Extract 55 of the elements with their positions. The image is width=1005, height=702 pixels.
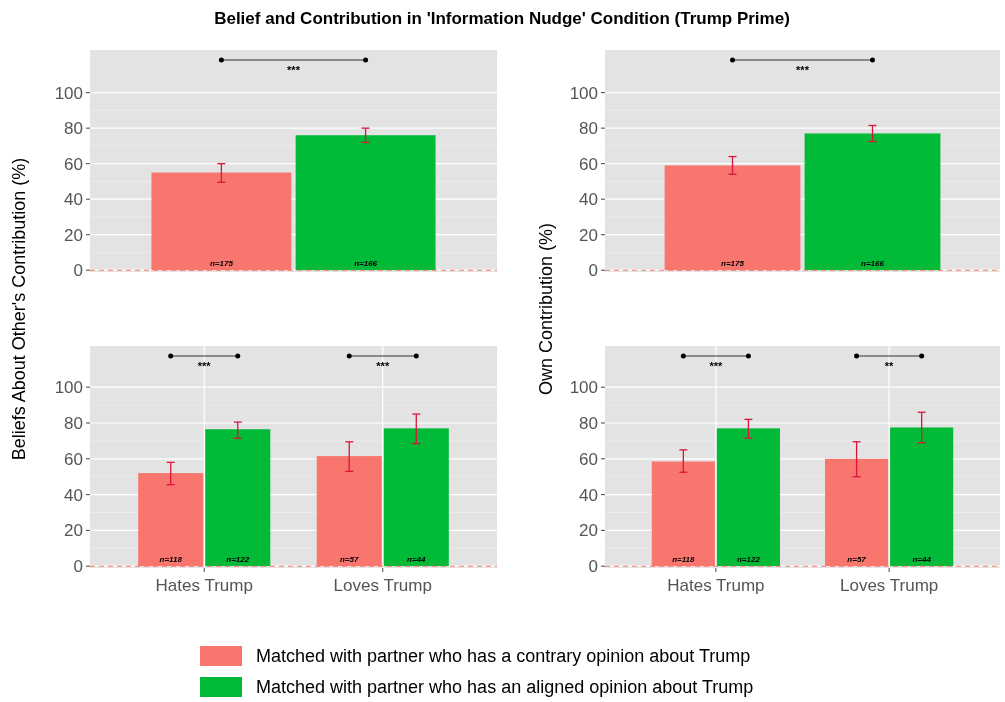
annotation: *** xyxy=(709,360,724,372)
annotation: n=57 xyxy=(847,555,867,565)
y-tick-label: 100 xyxy=(54,83,83,103)
y-axis-title: Own Contribution (%) xyxy=(536,222,556,396)
y-tick-label: 80 xyxy=(64,413,83,433)
annotation: n=175 xyxy=(209,259,234,269)
y-tick-label: 60 xyxy=(579,154,598,174)
legend-label: Matched with partner who has a contrary opinion about Trump xyxy=(256,646,751,667)
x-tick-label: Loves Trump xyxy=(839,576,939,595)
y-tick-label: 100 xyxy=(569,378,598,398)
y-axis-title: Beliefs About Other's Contribution (%) xyxy=(9,157,29,461)
y-tick-label: 80 xyxy=(579,413,598,433)
legend-label: Matched with partner who has an aligned opinion about Trump xyxy=(256,677,754,698)
chart-title: Belief and Contribution in 'Information Nudge' Condition (Trump Prime) xyxy=(214,9,790,28)
y-tick-label: 0 xyxy=(73,261,83,281)
bar xyxy=(383,428,449,567)
y-tick-label: 40 xyxy=(64,190,83,210)
annotation: n=175 xyxy=(721,259,745,269)
y-tick-label: 60 xyxy=(579,449,598,469)
x-tick-label: Hates Trump xyxy=(667,576,765,595)
annotation: n=122 xyxy=(736,555,761,565)
y-tick-label: 20 xyxy=(64,225,83,245)
annotation: n=118 xyxy=(672,555,696,565)
y-tick-label: 80 xyxy=(64,119,83,139)
x-tick-label: Hates Trump xyxy=(155,576,253,595)
annotation: *** xyxy=(796,64,810,76)
y-tick-label: 20 xyxy=(579,225,598,245)
annotation: n=122 xyxy=(226,555,250,565)
y-tick-label: 40 xyxy=(579,485,598,505)
y-tick-label: 40 xyxy=(64,485,83,505)
y-tick-label: 20 xyxy=(64,521,83,541)
y-tick-label: 80 xyxy=(579,119,598,139)
bar xyxy=(716,428,780,567)
y-tick-label: 100 xyxy=(54,378,83,398)
annotation: n=57 xyxy=(339,555,359,565)
x-tick-label: Loves Trump xyxy=(333,576,432,595)
y-tick-label: 0 xyxy=(73,557,83,577)
y-tick-label: 0 xyxy=(588,557,598,577)
y-tick-label: 100 xyxy=(569,83,598,103)
annotation: *** xyxy=(287,64,301,76)
annotation: ** xyxy=(884,360,895,372)
annotation: n=44 xyxy=(912,555,932,565)
bar xyxy=(205,429,271,567)
annotation: *** xyxy=(376,360,390,372)
annotation: *** xyxy=(197,360,212,372)
y-tick-label: 60 xyxy=(64,449,83,469)
y-tick-label: 60 xyxy=(64,154,83,174)
annotation: n=44 xyxy=(407,555,427,565)
bar xyxy=(890,427,954,567)
annotation: n=166 xyxy=(861,259,885,269)
annotation: n=118 xyxy=(159,555,183,565)
annotation: n=166 xyxy=(354,259,378,269)
y-tick-label: 0 xyxy=(588,261,598,281)
y-tick-label: 20 xyxy=(579,521,598,541)
y-tick-label: 40 xyxy=(579,190,598,210)
